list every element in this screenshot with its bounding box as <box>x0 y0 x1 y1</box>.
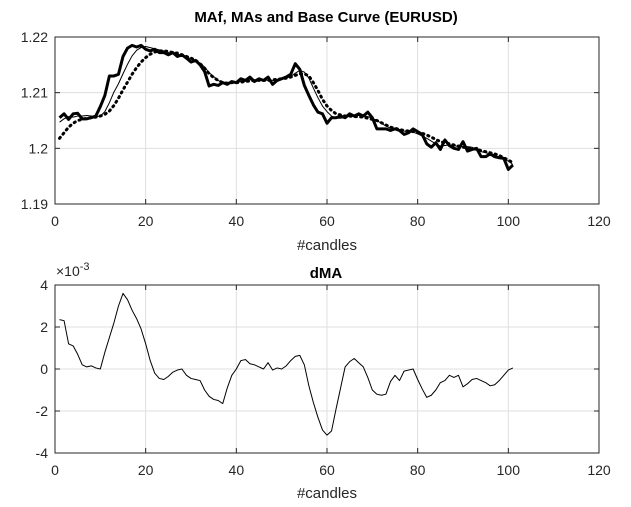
y-tick-label: 4 <box>40 277 48 293</box>
x-tick-label: 0 <box>51 462 59 478</box>
x-tick-label: 100 <box>497 462 521 478</box>
series-line-dma <box>59 292 514 436</box>
x-tick-label: 60 <box>319 462 335 478</box>
x-tick-label: 60 <box>319 213 335 229</box>
top-chart-title: MAf, MAs and Base Curve (EURUSD) <box>194 9 457 26</box>
bottom-chart-exponent-label: ×10-3 <box>56 261 90 279</box>
bottom-chart-axes-box <box>54 284 600 454</box>
x-tick-label: 20 <box>138 213 154 229</box>
top-chart-axes-box <box>54 36 600 205</box>
y-tick-label: 1.22 <box>21 29 48 45</box>
x-tick-label: 120 <box>587 462 611 478</box>
y-tick-label: 1.2 <box>29 140 49 156</box>
x-tick-label: 20 <box>138 462 154 478</box>
top-chart-series <box>58 43 515 171</box>
exponent-power: -3 <box>80 261 90 273</box>
x-tick-label: 100 <box>497 213 521 229</box>
x-tick-label: 80 <box>410 462 426 478</box>
top-chart-panel: MAf, MAs and Base Curve (EURUSD) 0 20 40 60… <box>21 9 611 254</box>
y-tick-label: 2 <box>40 319 48 335</box>
bottom-chart-panel: dMA ×10-3 0 20 40 60 80 100 120 -4 -2 0 2 4 #candle… <box>36 261 611 502</box>
x-tick-label: 0 <box>51 213 59 229</box>
bottom-chart-x-axis-label: #candles <box>297 485 357 502</box>
y-tick-label: 1.19 <box>21 196 48 212</box>
top-chart-ticks: 0 20 40 60 80 100 120 1.19 1.2 1.21 1.22 <box>21 29 611 229</box>
y-tick-label: 1.21 <box>21 85 48 101</box>
top-chart-x-axis-label: #candles <box>297 237 357 254</box>
y-tick-label: 0 <box>40 361 48 377</box>
x-tick-label: 120 <box>587 213 611 229</box>
series-line-maf <box>59 45 514 165</box>
bottom-chart-series <box>59 292 514 436</box>
y-tick-label: -4 <box>36 445 49 461</box>
bottom-chart-grid <box>54 284 600 454</box>
bottom-chart-ticks: 0 20 40 60 80 100 120 -4 -2 0 2 4 <box>36 277 611 478</box>
series-line-mas <box>58 49 515 165</box>
x-tick-label: 40 <box>229 213 245 229</box>
x-tick-label: 80 <box>410 213 426 229</box>
bottom-chart-title: dMA <box>310 265 343 282</box>
exponent-base: ×10 <box>56 263 80 279</box>
x-tick-label: 40 <box>229 462 245 478</box>
y-tick-label: -2 <box>36 403 49 419</box>
